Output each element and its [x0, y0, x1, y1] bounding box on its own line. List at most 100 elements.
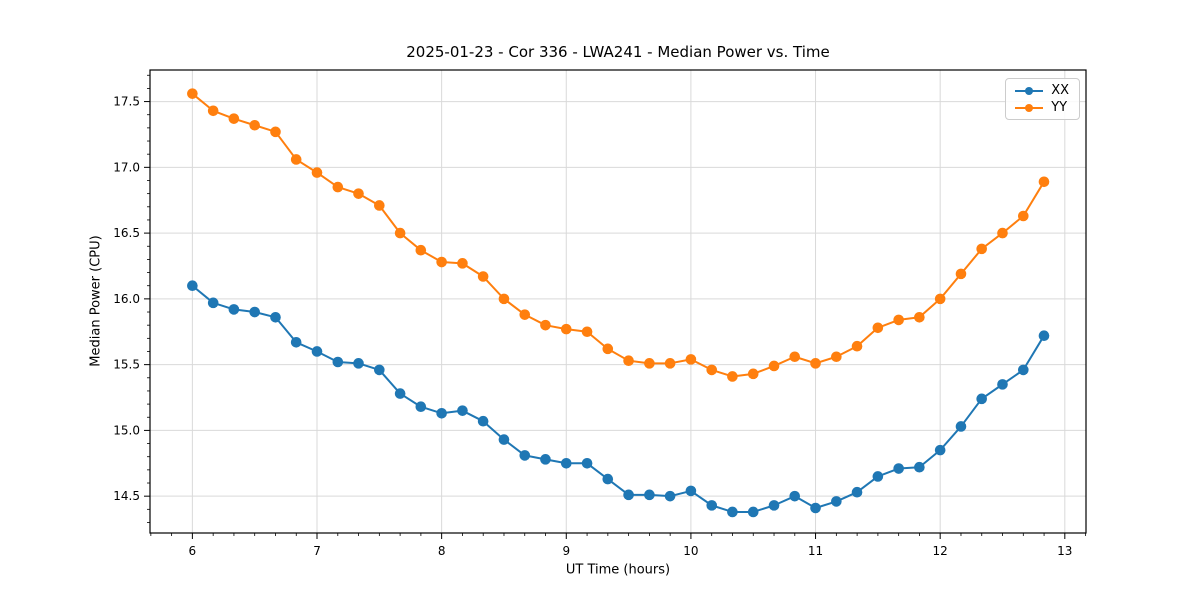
x-axis-label: UT Time (hours) [565, 562, 671, 578]
data-point-yy [644, 358, 655, 369]
y-tick-label: 15.0 [113, 423, 140, 437]
data-point-xx [207, 297, 219, 309]
legend-label-yy: YY [1051, 100, 1068, 115]
data-point-yy [498, 293, 510, 305]
data-point-yy [831, 351, 842, 363]
data-point-yy [747, 368, 759, 380]
data-point-xx [644, 489, 655, 501]
data-point-xx [914, 461, 925, 473]
data-point-xx [664, 490, 676, 502]
data-point-xx [685, 485, 697, 497]
data-point-xx [1018, 364, 1029, 376]
data-point-yy [1018, 210, 1029, 222]
data-point-yy [768, 360, 780, 372]
data-point-xx [560, 457, 572, 469]
data-point-xx [353, 358, 364, 369]
data-point-yy [934, 293, 946, 305]
data-point-yy [228, 113, 240, 124]
data-point-xx [997, 379, 1008, 390]
legend-entry-yy: YY [1015, 101, 1069, 114]
chart-title: 2025-01-23 - Cor 336 - LWA241 - Median P… [406, 43, 830, 61]
legend-label-xx: XX [1051, 83, 1069, 98]
y-tick-label: 17.5 [113, 95, 140, 109]
x-tick-label: 11 [808, 544, 823, 558]
y-tick-label: 15.5 [113, 358, 140, 372]
data-point-yy [249, 119, 260, 131]
data-point-yy [332, 181, 344, 193]
data-point-xx [623, 489, 634, 501]
x-tick-label: 8 [438, 544, 446, 558]
data-point-xx [747, 506, 759, 518]
data-point-yy [664, 358, 676, 369]
data-point-xx [851, 486, 863, 498]
data-point-xx [311, 346, 323, 357]
data-point-yy [997, 227, 1008, 239]
legend: XX YY [1005, 78, 1080, 120]
data-point-yy [810, 358, 821, 369]
x-tick-label: 7 [313, 544, 321, 558]
data-point-xx [270, 311, 281, 323]
data-point-yy [374, 200, 385, 211]
data-point-yy [727, 371, 738, 382]
x-tick-label: 12 [933, 544, 948, 558]
data-point-xx [498, 434, 510, 445]
data-point-yy [581, 326, 593, 338]
data-point-xx [893, 463, 904, 474]
data-point-yy [602, 343, 614, 355]
data-point-xx [810, 502, 821, 514]
data-point-yy [394, 227, 406, 239]
data-point-yy [457, 258, 468, 269]
data-point-xx [872, 471, 884, 482]
data-point-xx [457, 405, 468, 416]
series-line-yy [191, 92, 1045, 378]
legend-marker-xx-icon [1015, 86, 1044, 96]
data-point-yy [976, 243, 987, 255]
data-point-xx [394, 388, 406, 399]
data-point-xx [415, 401, 427, 413]
data-point-yy [851, 340, 863, 352]
data-point-yy [955, 268, 967, 280]
data-point-xx [581, 457, 593, 469]
data-point-xx [249, 306, 260, 318]
y-tick-label: 16.0 [113, 292, 140, 306]
data-point-xx [602, 473, 614, 485]
data-point-xx [768, 500, 780, 511]
y-tick-label: 16.5 [113, 226, 140, 240]
legend-marker-yy-icon [1015, 103, 1044, 113]
data-point-yy [540, 319, 551, 331]
data-point-xx [955, 421, 967, 432]
data-point-yy [207, 105, 219, 117]
data-point-yy [623, 355, 634, 366]
data-point-xx [934, 444, 946, 456]
legend-entry-xx: XX [1015, 84, 1069, 97]
data-point-xx [228, 304, 240, 315]
data-point-yy [187, 88, 198, 99]
data-point-yy [477, 271, 489, 282]
data-point-yy [893, 314, 904, 326]
y-tick-label: 17.0 [113, 160, 140, 174]
data-point-yy [789, 351, 801, 363]
data-point-xx [976, 393, 987, 405]
data-point-yy [560, 323, 572, 335]
data-point-yy [872, 322, 884, 334]
y-axis-label: Median Power (CPU) [88, 235, 104, 367]
data-point-xx [477, 415, 489, 427]
data-point-xx [290, 336, 302, 348]
data-point-xx [789, 490, 801, 502]
data-point-xx [436, 408, 447, 419]
data-point-xx [831, 496, 842, 507]
data-point-yy [415, 244, 427, 256]
data-point-xx [706, 500, 718, 511]
axes-spines [149, 69, 1087, 534]
x-tick-label: 6 [189, 544, 197, 558]
x-tick-label: 10 [683, 544, 698, 558]
data-point-yy [311, 167, 323, 178]
data-point-yy [270, 126, 281, 138]
data-point-yy [685, 354, 697, 365]
data-point-xx [540, 454, 551, 465]
data-point-yy [519, 309, 531, 320]
data-point-yy [353, 188, 364, 199]
data-point-xx [727, 506, 738, 518]
